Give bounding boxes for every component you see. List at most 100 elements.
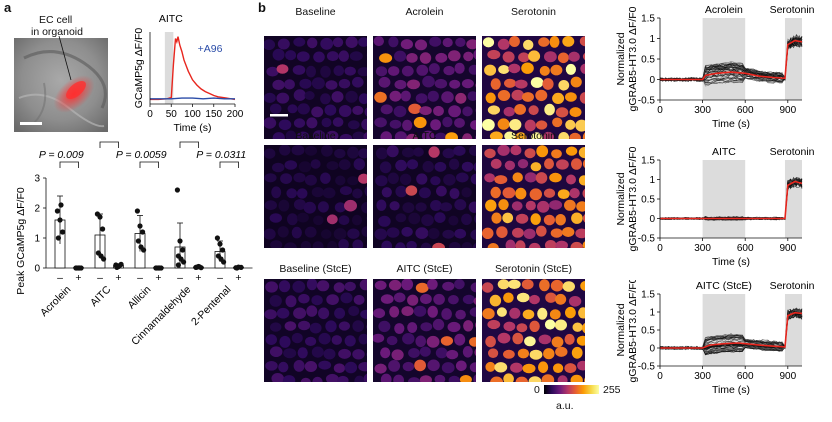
y-axis-label-line2: gGRAB5-HT3.0 ΔF/F0 — [627, 6, 639, 111]
cell — [291, 145, 305, 156]
cell — [502, 51, 515, 63]
cell — [487, 105, 500, 115]
cell — [582, 214, 585, 223]
cell — [449, 79, 461, 89]
data-point — [60, 229, 66, 235]
cell — [521, 62, 534, 74]
cell — [490, 158, 502, 169]
cell — [522, 309, 535, 320]
cell — [318, 307, 330, 320]
data-point — [58, 202, 64, 208]
cell — [489, 294, 502, 307]
cell — [265, 334, 277, 345]
cell — [485, 335, 496, 348]
cell — [498, 65, 510, 74]
cell — [407, 294, 419, 306]
cell — [406, 133, 418, 139]
cell — [435, 347, 448, 359]
image-title: Baseline (StcE) — [279, 263, 352, 275]
cell — [524, 148, 536, 159]
data-point — [181, 259, 187, 265]
cell — [562, 36, 575, 47]
cell — [565, 146, 578, 156]
cell — [338, 105, 352, 117]
cell — [555, 346, 568, 357]
cell — [427, 305, 438, 318]
cell — [375, 175, 388, 187]
cell — [557, 52, 569, 64]
cell — [432, 242, 445, 248]
aitc-trace-chart: AITC +A96 0 50 100 150 200 Time (s) GCaMP5g ΔF/F… — [133, 13, 243, 134]
cell — [427, 279, 438, 290]
fluorescence-image — [373, 36, 476, 139]
cell — [579, 92, 585, 104]
cell — [334, 307, 346, 319]
cell — [564, 199, 576, 211]
cell — [303, 201, 316, 214]
cell — [504, 160, 516, 171]
cell — [549, 200, 563, 210]
y-tick-label: 1 — [649, 308, 655, 319]
cell — [352, 239, 364, 248]
cell — [512, 227, 524, 238]
cell — [442, 281, 455, 291]
cell — [524, 119, 536, 132]
fluorescence-image — [482, 36, 585, 139]
cell — [270, 322, 282, 332]
cell — [296, 188, 308, 199]
cell — [538, 361, 549, 373]
data-point — [116, 263, 123, 269]
cell — [264, 92, 276, 103]
cell — [338, 78, 351, 89]
cell — [375, 66, 388, 77]
cell — [374, 280, 387, 290]
cell — [484, 64, 497, 76]
cell — [413, 147, 424, 157]
cell — [276, 64, 289, 74]
cell — [402, 333, 415, 345]
cell — [496, 307, 507, 317]
cell — [448, 105, 461, 118]
cell — [448, 375, 460, 382]
cell — [530, 77, 544, 88]
cell — [338, 159, 351, 170]
cell — [363, 373, 367, 382]
cell — [344, 335, 356, 347]
cell — [461, 187, 472, 198]
cell — [470, 229, 476, 240]
cell — [497, 118, 510, 130]
cell — [278, 280, 291, 293]
cell — [406, 53, 418, 63]
cell — [345, 36, 358, 48]
cell — [462, 346, 473, 358]
cell — [380, 104, 393, 115]
cell — [358, 333, 367, 345]
cell — [380, 373, 392, 382]
x-tick-label: 200 — [227, 109, 243, 120]
cell — [441, 362, 455, 374]
data-point — [196, 264, 203, 270]
cell — [545, 292, 557, 303]
cell — [364, 107, 367, 117]
data-point — [174, 187, 180, 193]
cell — [326, 214, 338, 225]
y-tick-label: -0.5 — [638, 234, 656, 245]
cell — [394, 79, 407, 90]
cell — [358, 93, 367, 105]
cell — [448, 295, 459, 305]
x-tick-label: 300 — [694, 105, 711, 116]
cell — [529, 320, 540, 332]
cell — [271, 373, 284, 382]
cell — [426, 335, 440, 348]
cell — [462, 294, 475, 305]
cell — [474, 348, 476, 356]
y-axis-label-line2: gGRAB5-HT3.0 ΔF/F0 — [627, 146, 639, 251]
cell — [550, 279, 564, 292]
cell — [373, 308, 386, 319]
cell — [421, 130, 435, 139]
cell — [427, 359, 440, 372]
cell — [264, 228, 276, 240]
cell — [498, 199, 509, 211]
cell — [484, 148, 496, 159]
cell — [514, 79, 528, 89]
